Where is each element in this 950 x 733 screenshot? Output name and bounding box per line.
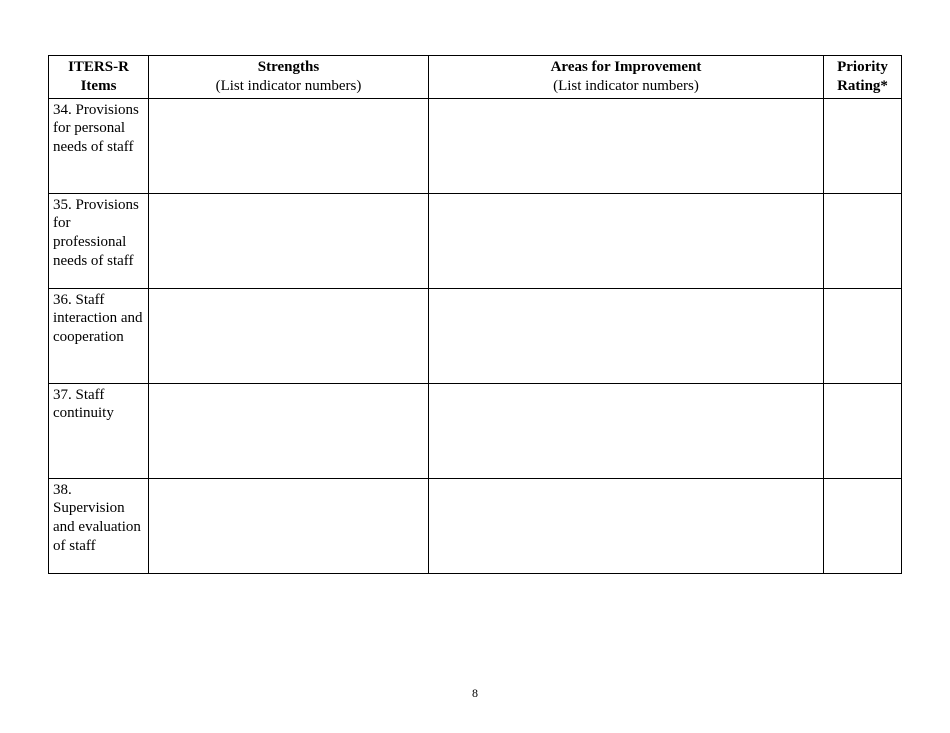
col-header-areas: Areas for Improvement (List indicator nu… [429,56,824,99]
cell-priority [824,98,902,193]
table-row: 36. Staff interaction and cooperation [49,288,902,383]
col-header-priority-title: Priority Rating* [837,59,888,94]
cell-item: 37. Staff continuity [49,383,149,478]
table-row: 35. Provisions for professional needs of… [49,193,902,288]
cell-item: 35. Provisions for professional needs of… [49,193,149,288]
col-header-strengths: Strengths (List indicator numbers) [149,56,429,99]
cell-strengths [149,98,429,193]
cell-strengths [149,193,429,288]
iters-r-table: ITERS-R Items Strengths (List indicator … [48,55,902,574]
table-row: 34. Provisions for personal needs of sta… [49,98,902,193]
col-header-areas-title: Areas for Improvement [551,59,702,75]
cell-strengths [149,383,429,478]
cell-areas [429,288,824,383]
table-header-row: ITERS-R Items Strengths (List indicator … [49,56,902,99]
col-header-areas-subtitle: (List indicator numbers) [431,77,821,96]
col-header-priority: Priority Rating* [824,56,902,99]
cell-areas [429,98,824,193]
cell-priority [824,383,902,478]
table-row: 37. Staff continuity [49,383,902,478]
cell-strengths [149,478,429,573]
cell-priority [824,478,902,573]
cell-item: 34. Provisions for personal needs of sta… [49,98,149,193]
cell-areas [429,193,824,288]
cell-priority [824,193,902,288]
col-header-strengths-title: Strengths [258,59,319,75]
table-row: 38. Supervision and evaluation of staff [49,478,902,573]
page-number: 8 [0,686,950,701]
cell-areas [429,383,824,478]
cell-areas [429,478,824,573]
cell-item: 36. Staff interaction and cooperation [49,288,149,383]
col-header-items-title: ITERS-R Items [68,59,129,94]
col-header-strengths-subtitle: (List indicator numbers) [151,77,426,96]
col-header-items: ITERS-R Items [49,56,149,99]
cell-item: 38. Supervision and evaluation of staff [49,478,149,573]
cell-strengths [149,288,429,383]
page: ITERS-R Items Strengths (List indicator … [0,0,950,733]
cell-priority [824,288,902,383]
